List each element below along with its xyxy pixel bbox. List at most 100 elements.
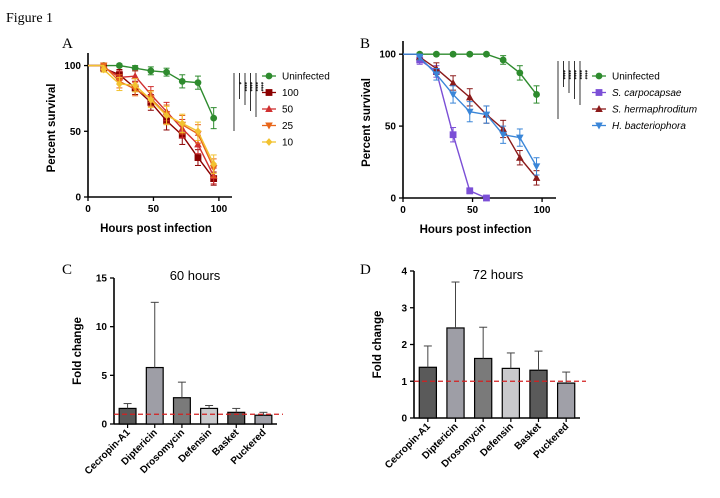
legend-marker bbox=[595, 72, 603, 80]
bar bbox=[473, 357, 493, 419]
y-tick-label: 0 bbox=[101, 420, 107, 431]
data-point bbox=[516, 134, 524, 142]
data-point bbox=[163, 68, 170, 76]
data-point bbox=[483, 50, 490, 58]
panel-c-letter: C bbox=[62, 262, 72, 278]
data-point bbox=[465, 108, 474, 116]
data-point bbox=[449, 91, 457, 99]
significance-stars: **** bbox=[246, 82, 252, 92]
data-point bbox=[533, 91, 540, 98]
data-point bbox=[194, 79, 202, 87]
panel-b-letter: B bbox=[360, 36, 370, 52]
y-axis-title: Fold change bbox=[372, 311, 384, 379]
significance-stars: **** bbox=[252, 82, 258, 92]
bar bbox=[556, 382, 576, 419]
data-point bbox=[100, 65, 108, 74]
data-point bbox=[466, 50, 474, 58]
data-point bbox=[482, 111, 491, 119]
significance-stars: **** bbox=[559, 70, 565, 80]
significance-stars: **** bbox=[565, 70, 571, 80]
bar bbox=[446, 327, 465, 419]
y-axis-title: Percent survival bbox=[361, 78, 373, 167]
legend-label: 25 bbox=[282, 121, 294, 132]
data-point bbox=[432, 71, 441, 79]
data-point bbox=[163, 111, 170, 120]
bar bbox=[200, 407, 219, 425]
x-tick-label: 50 bbox=[467, 205, 479, 216]
data-point bbox=[415, 54, 424, 62]
x-axis-title: Hours post infection bbox=[420, 224, 532, 236]
data-point bbox=[516, 69, 524, 77]
y-tick-label: 100 bbox=[64, 61, 81, 72]
significance-stars: * bbox=[235, 82, 241, 85]
data-point bbox=[465, 93, 474, 101]
survival-chart-a: 00 50 50 100 100 Hours post infection Percent … bbox=[46, 53, 330, 235]
x-tick-label: 100 bbox=[534, 205, 551, 216]
legend-marker bbox=[595, 105, 603, 112]
legend-marker bbox=[265, 89, 273, 96]
data-point bbox=[131, 72, 139, 80]
legend-label: Uninfected bbox=[612, 72, 660, 83]
chart-subtitle: 72 hours bbox=[473, 267, 524, 282]
legend-marker bbox=[595, 122, 603, 130]
legend-label: H. bacteriophora bbox=[612, 121, 686, 132]
data-point bbox=[147, 95, 155, 104]
data-point bbox=[194, 154, 202, 161]
significance-stars: **** bbox=[581, 70, 587, 80]
y-tick-label: 50 bbox=[385, 122, 397, 133]
y-axis-title: Percent survival bbox=[46, 84, 58, 173]
data-point bbox=[210, 160, 218, 169]
bar bbox=[501, 367, 521, 419]
y-tick-label: 1 bbox=[401, 377, 407, 388]
data-point bbox=[516, 153, 524, 161]
data-point bbox=[131, 64, 139, 72]
data-point bbox=[194, 140, 202, 148]
x-tick-label: 50 bbox=[148, 204, 160, 215]
data-point bbox=[116, 80, 123, 88]
x-tick-label: 100 bbox=[211, 204, 228, 215]
bar bbox=[172, 397, 191, 425]
legend-marker bbox=[265, 105, 273, 112]
y-tick-label: 5 bbox=[101, 371, 107, 382]
y-tick-label: 0 bbox=[75, 193, 81, 204]
data-point bbox=[532, 163, 541, 171]
significance-stars: **** bbox=[257, 82, 263, 92]
x-tick-label: 0 bbox=[400, 205, 406, 216]
data-point bbox=[131, 81, 139, 90]
legend-marker bbox=[265, 72, 273, 80]
y-tick-label: 0 bbox=[401, 414, 407, 425]
y-tick-label: 15 bbox=[96, 274, 108, 285]
data-point bbox=[449, 50, 457, 58]
data-point bbox=[178, 119, 186, 128]
y-tick-label: 10 bbox=[96, 322, 108, 333]
bar bbox=[418, 366, 438, 419]
x-tick-label: 0 bbox=[85, 204, 91, 215]
data-point bbox=[483, 194, 490, 202]
data-point bbox=[499, 131, 507, 139]
legend-label: S. carpocapsae bbox=[612, 88, 682, 99]
data-point bbox=[449, 131, 457, 139]
bar bbox=[118, 407, 137, 425]
data-point bbox=[466, 187, 474, 195]
legend-marker bbox=[265, 122, 273, 130]
data-point bbox=[449, 78, 457, 86]
data-point bbox=[210, 114, 218, 122]
significance-stars: **** bbox=[570, 70, 576, 80]
bar bbox=[529, 369, 548, 419]
legend-marker bbox=[265, 138, 273, 146]
legend-label: S. hermaphroditum bbox=[612, 105, 697, 116]
chart-subtitle: 60 hours bbox=[170, 268, 221, 283]
category-label: Cecropin-A1 bbox=[383, 421, 433, 471]
data-point bbox=[116, 62, 123, 69]
category-label: Cecropin-A1 bbox=[83, 427, 133, 477]
bar bbox=[145, 366, 164, 425]
legend-label: 50 bbox=[282, 105, 294, 116]
panel-d-letter: D bbox=[360, 262, 371, 278]
panel-a-letter: A bbox=[62, 36, 73, 52]
data-point bbox=[432, 50, 440, 58]
data-point bbox=[178, 77, 186, 85]
y-tick-label: 2 bbox=[401, 340, 407, 351]
